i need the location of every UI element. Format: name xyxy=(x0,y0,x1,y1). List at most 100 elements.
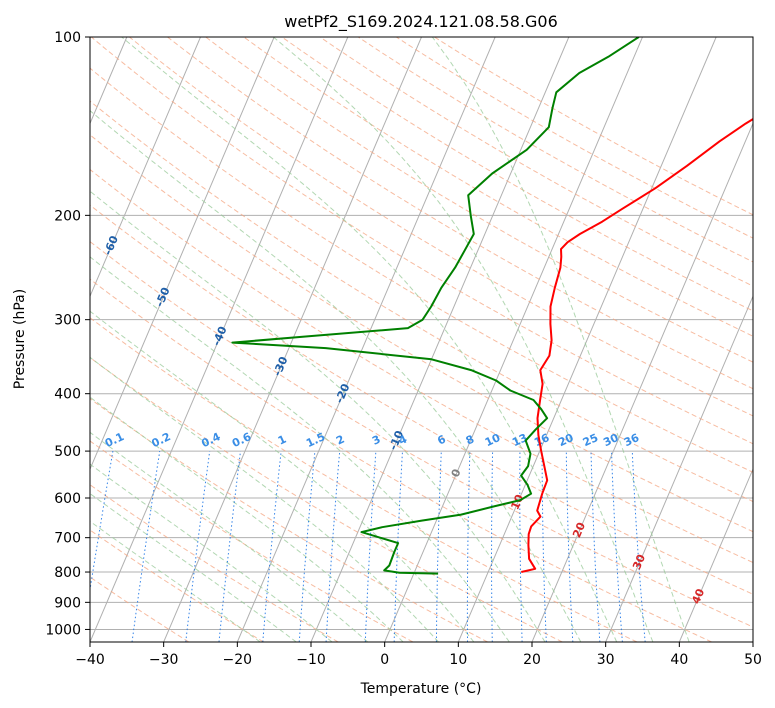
mixing-ratio-label: 1 xyxy=(276,433,288,448)
temperature-profile-line xyxy=(521,117,753,573)
isotherm-line xyxy=(457,37,717,642)
isotherm-label: -40 xyxy=(210,324,230,348)
dry-adiabat-line xyxy=(90,440,414,642)
dry-adiabat-line xyxy=(434,37,753,216)
mixing-ratio-line xyxy=(262,451,282,642)
mixing-ratio-line xyxy=(435,451,442,642)
y-tick-label: 1000 xyxy=(45,622,81,638)
y-tick-label: 100 xyxy=(54,30,81,46)
mixing-ratio-line xyxy=(590,451,601,642)
isotherm-line xyxy=(90,37,275,471)
isotherm-label: -70 xyxy=(52,176,72,200)
mixing-ratio-label: 20 xyxy=(556,431,576,449)
dry-adiabat-line xyxy=(243,37,753,337)
isotherm-label: -30 xyxy=(271,354,291,378)
mixing-ratio-line xyxy=(364,451,377,642)
y-tick-label: 700 xyxy=(54,531,81,547)
mixing-ratio-label: 13 xyxy=(510,431,529,449)
isotherm-label: -80 xyxy=(0,129,18,153)
moist-adiabat-line xyxy=(90,520,261,642)
mixing-ratio-label: 36 xyxy=(622,431,642,449)
mixing-ratio-label: 0.1 xyxy=(103,430,126,450)
x-tick-label: −10 xyxy=(296,652,326,668)
x-axis-label: Temperature (°C) xyxy=(360,681,482,697)
dry-adiabat-line xyxy=(90,317,638,642)
mixing-ratio-line xyxy=(90,451,114,593)
isotherm-line xyxy=(752,640,753,642)
y-axis-label: Pressure (hPa) xyxy=(12,289,28,389)
dry-adiabat-line xyxy=(90,134,753,533)
x-tick-label: 20 xyxy=(523,652,541,668)
x-tick-label: 0 xyxy=(380,652,389,668)
y-tick-label: 300 xyxy=(54,313,81,329)
dry-adiabat-line xyxy=(357,37,753,263)
moist-adiabat-line xyxy=(90,110,582,642)
dry-adiabat-line xyxy=(90,37,753,445)
x-axis: −40 −30 −20 −10 0 10 20 30 40 50 xyxy=(75,642,762,668)
dry-adiabat-line xyxy=(90,241,753,628)
y-tick-label: 200 xyxy=(54,208,81,224)
y-tick-label: 900 xyxy=(54,595,81,611)
mixing-ratio-label: 16 xyxy=(532,431,552,449)
y-tick-label: 500 xyxy=(54,444,81,460)
x-tick-label: −40 xyxy=(75,652,105,668)
dry-adiabat-line xyxy=(90,278,712,642)
x-tick-label: 50 xyxy=(744,652,762,668)
dry-adiabat-line xyxy=(90,168,753,564)
dry-adiabat-line xyxy=(90,67,753,473)
mixing-ratio-line xyxy=(466,451,471,642)
dry-adiabat-line xyxy=(90,484,339,642)
mixing-ratio-label: 1.5 xyxy=(304,430,327,450)
y-axis: 100 200 300 400 500 600 700 800 900 1000 xyxy=(45,30,90,638)
y-tick-label: 600 xyxy=(54,491,81,507)
mixing-ratio-label: 10 xyxy=(483,431,503,449)
dry-adiabat-line xyxy=(90,204,753,595)
x-tick-label: 10 xyxy=(449,652,467,668)
mixing-ratio-line xyxy=(131,451,161,642)
mixing-ratio-label: 30 xyxy=(601,431,621,449)
plot-area: -100-90-80-70-60-50-40-30-20-10010203040… xyxy=(0,37,753,642)
dry-adiabat-line xyxy=(90,356,563,642)
isotherm-line xyxy=(605,295,753,642)
x-tick-label: −20 xyxy=(223,652,253,668)
isotherm-line xyxy=(163,37,422,642)
moist-adiabat-line xyxy=(90,431,369,642)
moist-adiabat-line xyxy=(90,493,297,642)
mixing-ratio-line xyxy=(631,451,646,642)
dewpoint-profile-line xyxy=(231,37,640,575)
dry-adiabat-line xyxy=(205,37,753,363)
moist-adiabat-line xyxy=(273,37,654,642)
moist-adiabat-line xyxy=(90,356,439,642)
isotherm-line xyxy=(678,467,753,642)
mixing-ratio-label: 8 xyxy=(464,433,476,448)
isotherm-line xyxy=(236,37,496,642)
mixing-ratio-label: 0.6 xyxy=(230,430,253,450)
isotherm-label: -60 xyxy=(101,233,121,257)
mixing-ratio-line xyxy=(611,451,623,642)
isotherm-line xyxy=(90,37,201,298)
isotherm-label: 20 xyxy=(570,520,588,539)
y-tick-label: 800 xyxy=(54,565,81,581)
x-tick-label: 40 xyxy=(670,652,688,668)
isotherm-label: 10 xyxy=(508,492,526,511)
mixing-ratio-line xyxy=(565,451,574,642)
isotherm-line xyxy=(90,37,349,642)
moist-adiabat-line xyxy=(90,310,475,642)
mixing-ratio-label: 0.2 xyxy=(150,430,173,450)
dry-adiabat-line xyxy=(90,397,488,642)
x-tick-label: −30 xyxy=(149,652,179,668)
moist-adiabat-line xyxy=(431,37,690,642)
dry-adiabat-line xyxy=(90,100,753,503)
plot-frame xyxy=(89,36,754,643)
isotherm-line xyxy=(531,122,753,642)
moist-adiabat-line xyxy=(121,37,618,642)
moist-adiabat-line xyxy=(90,190,546,642)
isotherm-label: 0 xyxy=(449,467,464,479)
dry-adiabat-line xyxy=(90,529,264,642)
chart-title: wetPf2_S169.2024.121.08.58.G06 xyxy=(284,12,558,32)
mixing-ratio-line xyxy=(185,451,211,642)
mixing-ratio-line xyxy=(491,451,494,642)
mixing-ratio-label: 25 xyxy=(581,431,600,449)
moist-adiabat-line xyxy=(90,256,510,642)
